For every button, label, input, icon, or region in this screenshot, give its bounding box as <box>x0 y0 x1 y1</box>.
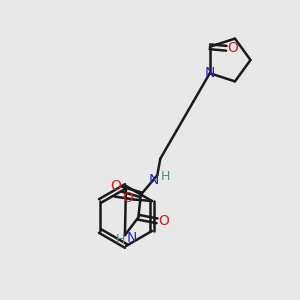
Text: H: H <box>161 170 170 183</box>
Text: O: O <box>110 179 121 193</box>
Text: O: O <box>158 214 169 228</box>
Text: O: O <box>122 191 133 205</box>
Text: N: N <box>126 231 137 245</box>
Text: O: O <box>227 41 238 55</box>
Text: N: N <box>148 173 159 187</box>
Text: N: N <box>205 66 215 80</box>
Text: H: H <box>116 233 125 246</box>
